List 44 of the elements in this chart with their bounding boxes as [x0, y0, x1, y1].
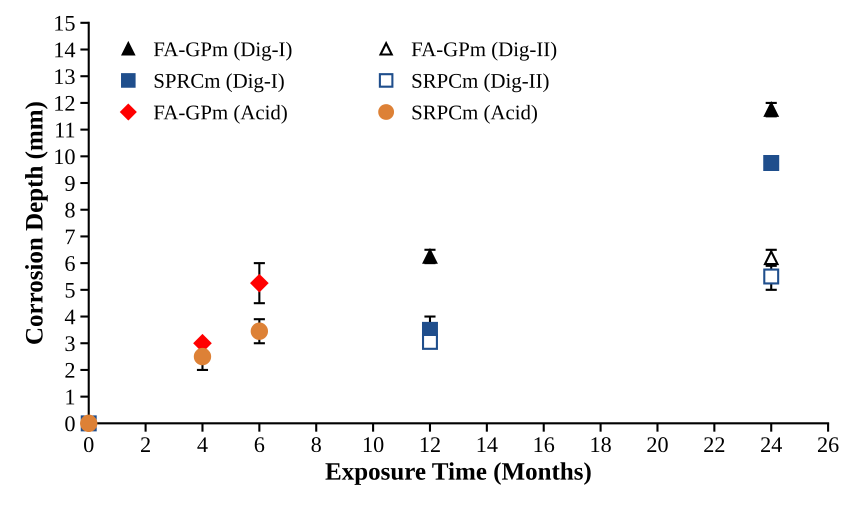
x-tick-label: 12	[420, 437, 440, 452]
y-tick-label: 4	[64, 310, 76, 324]
y-axis-title: Corrosion Depth (mm)	[25, 102, 48, 344]
x-tick-label: 26	[818, 437, 839, 452]
legend-label: FA-GPm (Dig-I)	[154, 42, 292, 61]
point	[763, 268, 780, 284]
legend-label: SRPCm (Acid)	[412, 104, 537, 124]
y-tick-label: 9	[65, 176, 75, 191]
y-tick-label: 7	[66, 230, 75, 244]
point	[250, 274, 268, 292]
point	[250, 322, 268, 340]
point	[763, 155, 780, 171]
x-tick-label: 14	[478, 437, 498, 452]
point	[194, 348, 212, 366]
y-tick-label: 14	[55, 42, 76, 58]
y-tick-label: 2	[65, 362, 74, 378]
y-tick-label: 3	[65, 336, 75, 352]
x-axis-title: Exposure Time (Months)	[325, 462, 591, 485]
x-tick-label: 2	[141, 437, 150, 452]
x-tick-label: 22	[704, 437, 724, 452]
y-tick-label: 13	[55, 69, 75, 84]
x-tick-label: 8	[312, 437, 321, 452]
legend-label: SPRCm (Dig-I)	[154, 73, 284, 92]
y-tick-label: 1	[66, 390, 74, 404]
y-tick-label: 0	[65, 416, 75, 432]
legend-label: FA-GPm (Acid)	[154, 104, 287, 124]
x-tick-label: 0	[84, 437, 94, 452]
x-tick-label: 20	[647, 437, 668, 452]
y-tick-label: 10	[55, 149, 75, 164]
x-tick-label: 24	[761, 437, 782, 452]
x-tick-label: 4	[197, 437, 208, 452]
x-tick-label: 18	[591, 437, 611, 452]
x-tick-label: 6	[254, 437, 264, 452]
point	[422, 334, 438, 350]
y-tick-label: 12	[55, 96, 74, 111]
legend-label: FA-GPm (Dig-II)	[412, 42, 556, 61]
y-tick-label: 6	[65, 256, 75, 272]
x-tick-label: 10	[364, 437, 384, 452]
y-tick-label: 11	[56, 122, 74, 138]
legend-label: SRPCm (Dig-II)	[412, 73, 549, 92]
x-tick-label: 16	[534, 437, 554, 452]
y-tick-label: 8	[65, 202, 75, 218]
y-tick-label: 5	[66, 282, 75, 298]
y-tick-label: 15	[55, 16, 75, 31]
